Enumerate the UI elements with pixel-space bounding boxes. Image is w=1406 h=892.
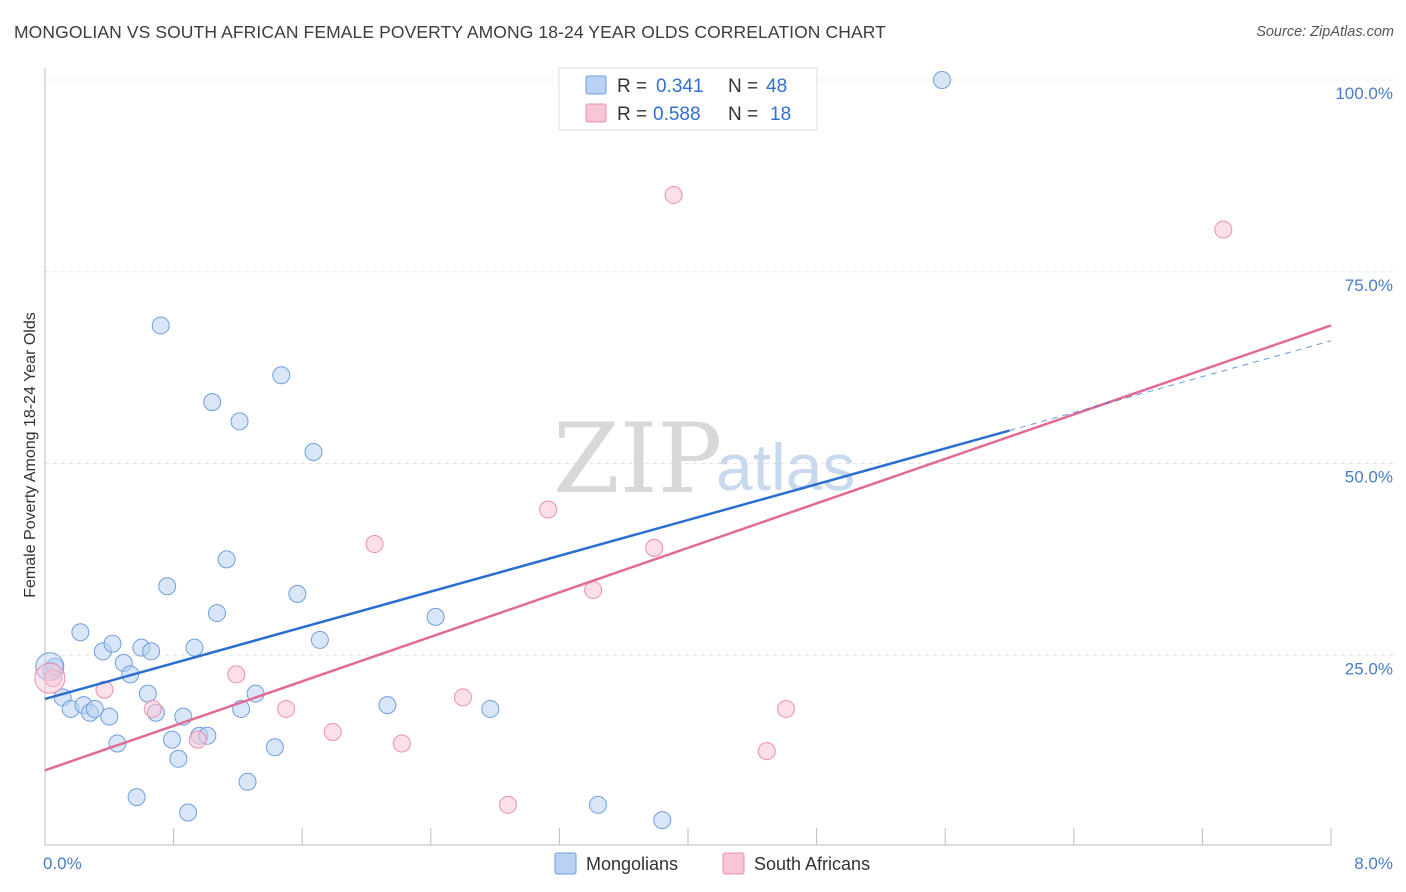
data-point-mongolians <box>179 803 198 822</box>
data-point-mongolians <box>265 738 284 757</box>
data-point-south-africans <box>44 669 63 688</box>
data-point-mongolians <box>85 699 104 718</box>
watermark-zip: ZIP <box>553 403 722 515</box>
grid-lines <box>45 79 1393 656</box>
chart-title: MONGOLIAN VS SOUTH AFRICAN FEMALE POVERT… <box>14 22 886 42</box>
tick-labels: 25.0% 50.0% 75.0% 100.0% 0.0% 8.0% <box>43 84 1393 873</box>
legend-swatch-south-africans <box>585 103 607 123</box>
bottom-legend-south-africans: South Africans <box>754 854 870 874</box>
y-axis-label: Female Poverty Among 18-24 Year Olds <box>22 312 39 598</box>
data-point-mongolians <box>304 442 323 461</box>
data-point-mongolians <box>208 604 227 623</box>
y-tick-label: 50.0% <box>1345 468 1393 487</box>
data-point-mongolians <box>158 577 177 596</box>
data-point-mongolians <box>378 696 397 715</box>
data-point-south-africans <box>539 500 558 519</box>
trendline-south-africans <box>44 324 1332 772</box>
series-south-africans <box>34 186 1233 814</box>
legend-n-label-2: N = <box>728 104 758 125</box>
legend-r-value-2: 0.588 <box>653 104 701 125</box>
data-point-mongolians <box>203 393 222 412</box>
y-tick-label: 25.0% <box>1345 659 1393 678</box>
data-point-mongolians <box>217 550 236 569</box>
data-point-south-africans <box>498 795 517 814</box>
data-point-mongolians <box>151 316 170 335</box>
data-point-mongolians <box>272 366 291 385</box>
bottom-legend-mongolians: Mongolians <box>586 854 678 874</box>
data-point-mongolians <box>481 699 500 718</box>
data-point-south-africans <box>584 581 603 600</box>
data-point-south-africans <box>757 742 776 761</box>
stats-legend: R = 0.341 N = 48 R = 0.588 N = 18 <box>558 67 818 131</box>
legend-r-label-2: R = <box>617 104 647 125</box>
data-point-south-africans <box>664 186 683 205</box>
data-point-mongolians <box>142 642 161 661</box>
data-point-mongolians <box>169 749 188 768</box>
data-point-mongolians <box>653 811 672 830</box>
series-legend: Mongolians South Africans <box>554 852 870 875</box>
data-point-mongolians <box>238 772 257 791</box>
data-point-mongolians <box>138 684 157 703</box>
y-tick-label: 100.0% <box>1335 84 1393 103</box>
data-point-south-africans <box>143 699 162 718</box>
legend-n-value-1: 48 <box>766 76 787 97</box>
data-point-mongolians <box>127 788 146 807</box>
data-point-mongolians <box>932 71 951 89</box>
legend-n-value-2: 18 <box>770 104 791 125</box>
data-point-south-africans <box>777 699 796 718</box>
legend-n-label-1: N = <box>728 76 758 97</box>
data-point-mongolians <box>71 623 90 642</box>
data-point-mongolians <box>288 584 307 603</box>
data-point-south-africans <box>392 734 411 753</box>
data-point-mongolians <box>100 707 119 726</box>
data-point-south-africans <box>365 535 384 554</box>
series-mongolians <box>35 71 951 830</box>
source-label: Source: ZipAtlas.com <box>1256 24 1394 40</box>
data-point-south-africans <box>277 699 296 718</box>
data-point-south-africans <box>323 722 342 741</box>
bottom-legend-swatch-mongolians <box>554 852 577 875</box>
data-point-south-africans <box>453 688 472 707</box>
data-point-mongolians <box>426 607 445 626</box>
legend-r-value-1: 0.341 <box>656 76 704 97</box>
data-point-mongolians <box>588 795 607 814</box>
trendline-mongolians <box>44 429 1010 701</box>
data-point-south-africans <box>188 730 207 749</box>
trendline-mongolians-extension <box>1009 340 1332 432</box>
legend-r-label-1: R = <box>617 76 647 97</box>
x-tick-label: 0.0% <box>43 854 82 873</box>
bottom-legend-swatch-south-africans <box>722 852 745 875</box>
trendlines <box>44 324 1332 772</box>
data-point-mongolians <box>310 630 329 649</box>
data-point-mongolians <box>230 412 249 431</box>
data-point-mongolians <box>103 634 122 653</box>
data-point-south-africans <box>227 665 246 684</box>
data-point-south-africans <box>1214 220 1233 239</box>
data-point-mongolians <box>162 730 181 749</box>
y-tick-label: 75.0% <box>1345 276 1393 295</box>
legend-swatch-mongolians <box>585 75 607 95</box>
data-point-mongolians <box>185 638 204 657</box>
axes <box>44 68 1332 846</box>
data-point-south-africans <box>645 538 664 557</box>
x-tick-label: 8.0% <box>1354 854 1393 873</box>
watermark: ZIP atlas <box>553 403 855 515</box>
data-point-south-africans-cluster <box>34 662 66 694</box>
